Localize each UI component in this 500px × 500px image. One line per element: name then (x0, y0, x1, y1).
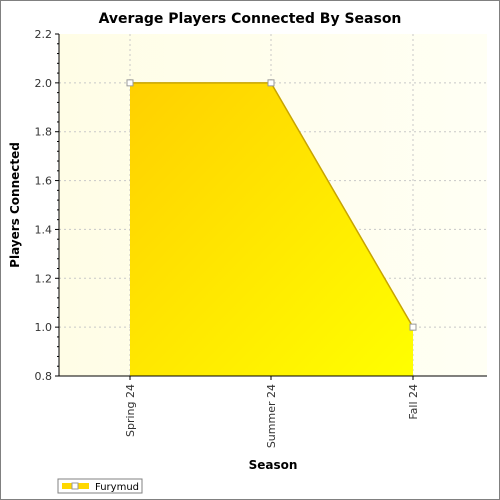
data-point-marker (409, 323, 417, 331)
y-tick-label: 2.0 (35, 77, 53, 90)
x-tick-label: Fall 24 (407, 384, 420, 420)
y-tick-label: 1.2 (35, 272, 53, 285)
series-area-fill (130, 82, 413, 376)
x-tick-label: Spring 24 (124, 384, 137, 437)
y-tick-label: 1.0 (35, 321, 53, 334)
y-tick-label: 1.4 (35, 223, 53, 236)
legend-marker (71, 482, 79, 490)
chart-title: Average Players Connected By Season (99, 11, 402, 27)
series-area-layer (126, 79, 417, 376)
legend-box (57, 478, 143, 494)
y-tick-label: 1.6 (35, 175, 53, 188)
y-tick-label: 1.8 (35, 126, 53, 139)
y-axis-ticks: 0.8 1.0 1.2 1.4 1.6 1.8 2.0 2.2 (35, 28, 59, 383)
y-axis-title: Players Connected (8, 142, 22, 268)
x-axis-title: Season (249, 458, 298, 472)
y-tick-label: 0.8 (35, 370, 53, 383)
data-point-marker (126, 79, 134, 87)
y-tick-label: 2.2 (35, 28, 53, 41)
legend: Furymud (57, 478, 143, 494)
x-axis-ticks: Spring 24 Summer 24 Fall 24 (124, 376, 420, 448)
legend-label-series: Furymud (95, 482, 139, 493)
x-tick-label: Summer 24 (265, 384, 278, 448)
data-point-marker (267, 79, 275, 87)
